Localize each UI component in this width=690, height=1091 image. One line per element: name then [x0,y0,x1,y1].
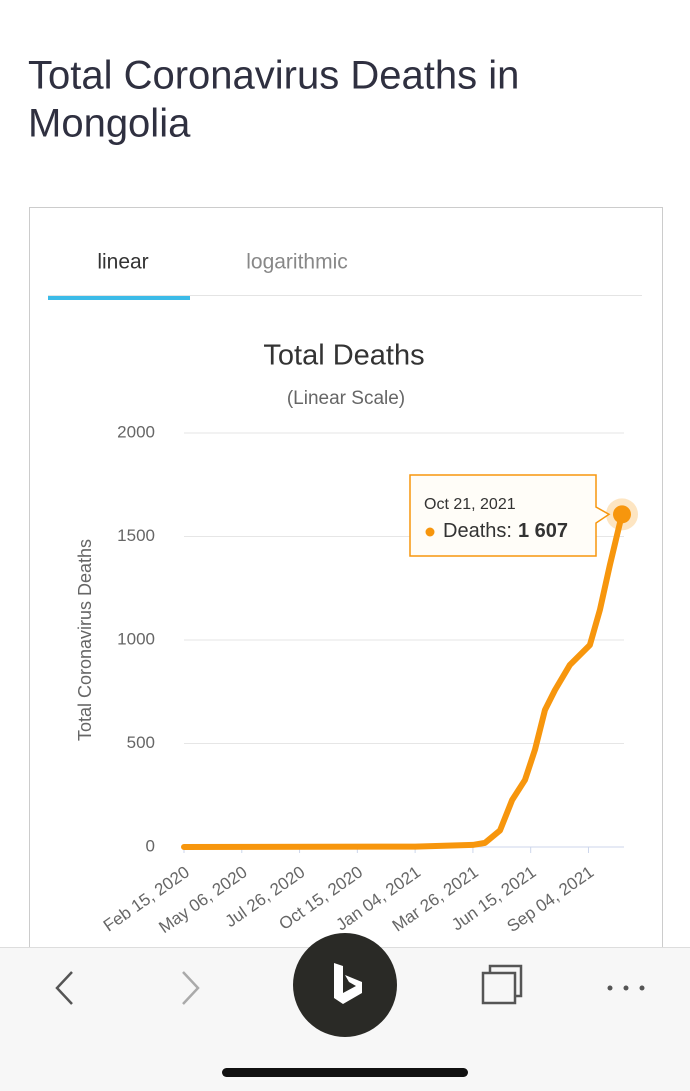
y-tick-label: 1500 [117,526,155,545]
chart-card [29,207,663,968]
page-title: Total Coronavirus Deaths in [28,54,519,98]
forward-button[interactable] [182,971,200,1005]
tooltip: Oct 21, 2021 Deaths: 1 607 [409,474,611,557]
tab-indicator [48,296,190,300]
chart-title: Total Deaths [263,340,424,372]
line [181,511,625,850]
tooltip-marker [425,527,435,537]
y-tick-label: 2000 [117,422,155,441]
more-button[interactable] [607,985,645,991]
y-tick-label: 500 [127,733,155,752]
tooltip-box [409,474,611,557]
y-tick-label: 1000 [117,629,155,648]
back-button[interactable] [55,971,73,1005]
tooltip-number: 1 607 [518,520,568,542]
hover-point [613,505,631,524]
toolbar [0,933,690,1091]
home-indicator [222,1068,468,1077]
tab-logarithmic[interactable]: logarithmic [246,251,348,274]
tooltip-label: Deaths: [443,520,512,542]
tooltip-date: Oct 21, 2021 [424,496,516,513]
tooltip-value: Deaths: 1 607 [443,520,568,542]
tabs-button[interactable] [481,971,517,1005]
tab-linear[interactable]: linear [97,251,148,274]
page-title: Mongolia [28,102,191,146]
y-tick-label: 0 [146,836,155,855]
y-axis-title: Total Coronavirus Deaths [75,539,95,741]
tabs-icon-back [488,964,523,998]
bing-logo [334,963,362,1004]
chart-subtitle: (Linear Scale) [287,388,405,409]
bing-button[interactable] [293,933,397,1037]
